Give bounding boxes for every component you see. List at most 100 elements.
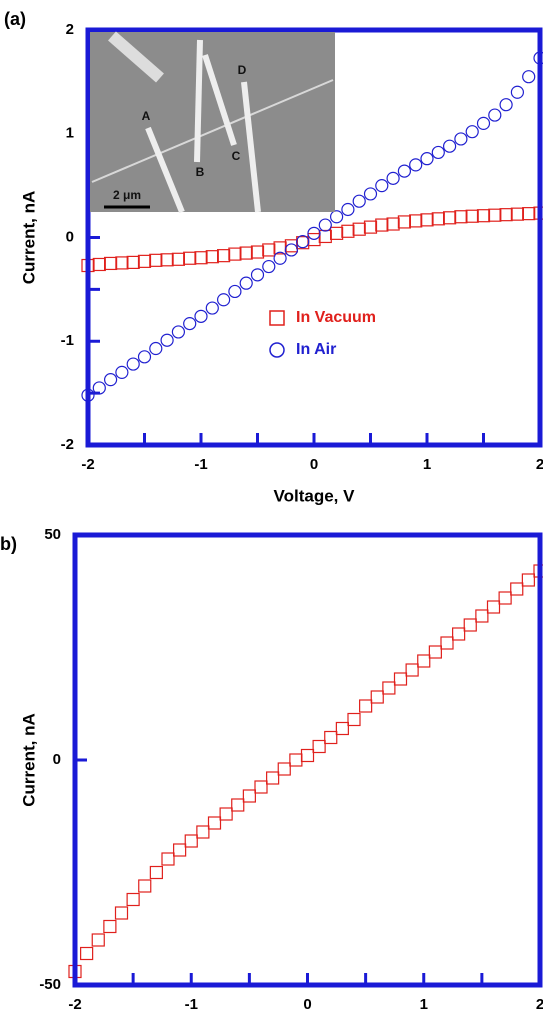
data-point [239,276,253,290]
data-point [318,218,332,232]
inset-wire [91,79,334,183]
data-point [231,798,245,812]
data-point [488,208,502,222]
data-point [171,252,185,266]
x-tick-label: -1 [185,996,198,1013]
y-tick-label: 0 [53,751,61,768]
data-point [428,645,442,659]
data-point [307,226,321,240]
data-point [522,207,536,221]
legend-label: In Air [296,341,336,358]
data-point [324,730,338,745]
data-point [522,70,536,84]
y-axis-label: Current, nA [19,191,38,285]
data-point [160,333,174,347]
inset-probe [108,31,164,83]
legend-label: In Vacuum [296,309,376,326]
data-point [289,753,303,767]
data-point [228,284,242,299]
data-point [465,209,479,223]
data-point [126,892,140,907]
data-point [126,255,140,269]
y-tick-label: -1 [61,332,74,349]
x-tick-label: 2 [536,996,543,1013]
data-point [375,218,389,232]
data-point [196,825,210,839]
data-point [352,194,366,208]
data-point [138,879,152,893]
inset-electrode [241,81,261,213]
data-point [284,239,298,253]
data-point [452,627,466,641]
plot-frame [72,532,543,988]
data-point [277,762,291,776]
data-point [217,249,231,263]
data-point [370,690,384,704]
inset-label: B [196,165,205,179]
inset-electrode [202,54,237,146]
data-point [300,748,315,763]
y-tick-label: -2 [61,436,74,453]
data-point [363,187,378,201]
data-point [431,145,445,160]
data-point [409,158,423,172]
data-point [440,636,454,650]
y-tick-label: 50 [44,526,61,543]
data-point [341,224,355,238]
inset-scale-label: 2 μm [113,188,141,202]
data-point [454,132,468,146]
data-point [149,865,163,880]
data-point [409,214,423,228]
data-point [184,834,198,848]
x-tick-label: -2 [81,456,94,473]
data-point [239,246,253,260]
data-point [347,712,361,727]
panel-label: b) [0,534,17,554]
inset-label: A [142,109,151,123]
y-tick-label: -50 [39,976,61,993]
data-point [194,251,208,265]
data-point [273,251,287,265]
inset-label: C [232,149,241,163]
data-point [171,325,185,339]
data-point [183,251,197,265]
data-point [312,739,326,754]
data-point [205,250,219,264]
inset-electrode [145,126,185,214]
data-point [486,600,501,614]
data-point [521,573,535,587]
data-point [242,789,256,803]
data-point [262,243,276,257]
x-tick-label: -1 [194,456,207,473]
data-point [397,164,411,178]
data-point [510,85,525,99]
data-point [207,816,222,830]
data-point [393,672,408,686]
data-point [499,208,513,222]
x-tick-label: 0 [303,996,311,1013]
x-tick-label: 0 [310,456,318,473]
y-tick-label: 1 [66,125,74,142]
data-point [103,373,118,387]
data-point [250,245,265,259]
data-point [510,207,524,221]
data-point [498,591,512,605]
x-tick-label: -2 [68,996,81,1013]
data-point [443,139,457,153]
data-point [160,253,174,267]
data-point [250,268,265,282]
data-point [330,226,344,240]
x-tick-label: 1 [423,456,431,473]
data-point [296,235,310,249]
data-point [137,350,152,364]
data-point [103,919,117,934]
data-point [330,210,344,224]
panel-label: (a) [4,9,26,29]
data-point [318,229,332,244]
data-point [254,780,268,794]
data-point [115,365,129,379]
data-point [80,946,94,961]
data-point [382,681,396,695]
